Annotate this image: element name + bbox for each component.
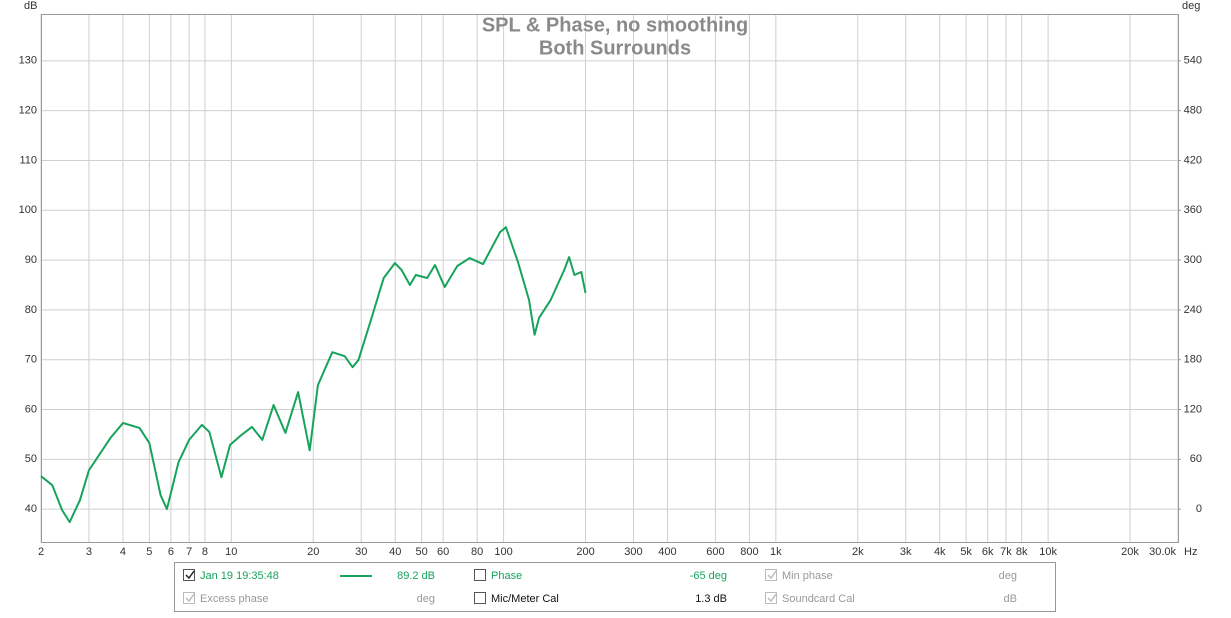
x-tick-label: 3 bbox=[86, 546, 92, 558]
y2-axis-label: deg bbox=[1182, 0, 1200, 12]
x-tick-label: 30.0k bbox=[1149, 546, 1176, 558]
x-tick-label: 3k bbox=[900, 546, 912, 558]
y-tick-label: 60 bbox=[25, 403, 37, 415]
min-phase-value: deg bbox=[999, 570, 1017, 582]
check bbox=[767, 593, 777, 603]
y2-tick-label: 300 bbox=[1184, 254, 1202, 266]
x-tick-label: 100 bbox=[494, 546, 512, 558]
x-tick-label: 6k bbox=[982, 546, 994, 558]
y2-tick-label: 480 bbox=[1184, 105, 1202, 117]
y2-tick-label: 0 bbox=[1196, 503, 1202, 515]
y-tick-label: 80 bbox=[25, 304, 37, 316]
x-tick-label: 1k bbox=[770, 546, 782, 558]
x-tick-label: 20 bbox=[307, 546, 319, 558]
min-phase-label: Min phase bbox=[782, 570, 833, 582]
x-axis-label: Hz bbox=[1184, 546, 1197, 558]
x-tick-label: 7 bbox=[186, 546, 192, 558]
soundcard-cal-value: dB bbox=[1004, 593, 1017, 605]
y-tick-label: 130 bbox=[19, 55, 37, 67]
x-tick-label: 20k bbox=[1121, 546, 1139, 558]
y-tick-label: 120 bbox=[19, 105, 37, 117]
y-tick-label: 50 bbox=[25, 453, 37, 465]
y2-tick-label: 180 bbox=[1184, 354, 1202, 366]
x-tick-label: 200 bbox=[576, 546, 594, 558]
soundcard-cal-label: Soundcard Cal bbox=[782, 593, 855, 605]
excess-phase-value: deg bbox=[417, 593, 435, 605]
plot-area: 4050607080901001101201300601201802403003… bbox=[19, 14, 1202, 558]
phase-value: -65 deg bbox=[690, 570, 727, 582]
y2-tick-label: 360 bbox=[1184, 204, 1202, 216]
checkbox[interactable] bbox=[765, 592, 777, 604]
y-tick-label: 40 bbox=[25, 503, 37, 515]
check bbox=[185, 570, 195, 580]
x-tick-label: 5k bbox=[960, 546, 972, 558]
x-tick-label: 8k bbox=[1016, 546, 1028, 558]
x-tick-label: 7k bbox=[1000, 546, 1012, 558]
excess-phase-label: Excess phase bbox=[200, 593, 268, 605]
x-tick-label: 6 bbox=[168, 546, 174, 558]
legend-panel: Jan 19 19:35:48 89.2 dB Phase -65 deg Mi… bbox=[174, 562, 1056, 612]
y-tick-label: 90 bbox=[25, 254, 37, 266]
check bbox=[767, 570, 777, 580]
x-tick-label: 8 bbox=[202, 546, 208, 558]
x-tick-label: 5 bbox=[146, 546, 152, 558]
legend-entry: Jan 19 19:35:48 bbox=[200, 570, 279, 582]
x-tick-label: 50 bbox=[415, 546, 427, 558]
y2-tick-label: 540 bbox=[1184, 55, 1202, 67]
x-tick-label: 2k bbox=[852, 546, 864, 558]
x-tick-label: 4k bbox=[934, 546, 946, 558]
x-tick-label: 4 bbox=[120, 546, 126, 558]
y-axis-label: dB bbox=[24, 0, 37, 12]
data-line bbox=[40, 226, 587, 524]
chart-subtitle: Both Surrounds bbox=[539, 37, 691, 59]
chart-title: SPL & Phase, no smoothing bbox=[482, 14, 748, 36]
y-tick-label: 70 bbox=[25, 354, 37, 366]
mic-cal-value: 1.3 dB bbox=[695, 593, 727, 605]
y2-tick-label: 240 bbox=[1184, 304, 1202, 316]
checkbox[interactable] bbox=[474, 592, 486, 604]
plot-border bbox=[41, 14, 1179, 543]
mic-cal-label: Mic/Meter Cal bbox=[491, 593, 559, 605]
legend-value: 89.2 dB bbox=[397, 570, 435, 582]
x-tick-label: 10 bbox=[225, 546, 237, 558]
check bbox=[185, 593, 195, 603]
y-tick-label: 110 bbox=[19, 154, 37, 166]
checkbox[interactable] bbox=[765, 569, 777, 581]
x-tick-label: 600 bbox=[706, 546, 724, 558]
phase-label: Phase bbox=[491, 570, 522, 582]
y-tick-label: 100 bbox=[19, 204, 37, 216]
x-tick-label: 800 bbox=[740, 546, 758, 558]
x-tick-label: 60 bbox=[437, 546, 449, 558]
checkbox[interactable] bbox=[474, 569, 486, 581]
x-tick-label: 80 bbox=[471, 546, 483, 558]
legend-border bbox=[174, 562, 1056, 612]
y2-tick-label: 420 bbox=[1184, 154, 1202, 166]
x-tick-label: 300 bbox=[624, 546, 642, 558]
y2-tick-label: 60 bbox=[1190, 453, 1202, 465]
checkbox[interactable] bbox=[183, 569, 195, 581]
x-tick-label: 10k bbox=[1039, 546, 1057, 558]
x-tick-label: 400 bbox=[658, 546, 676, 558]
x-tick-label: 2 bbox=[38, 546, 44, 558]
y2-tick-label: 120 bbox=[1184, 403, 1202, 415]
x-tick-label: 30 bbox=[355, 546, 367, 558]
checkbox[interactable] bbox=[183, 592, 195, 604]
x-tick-label: 40 bbox=[389, 546, 401, 558]
